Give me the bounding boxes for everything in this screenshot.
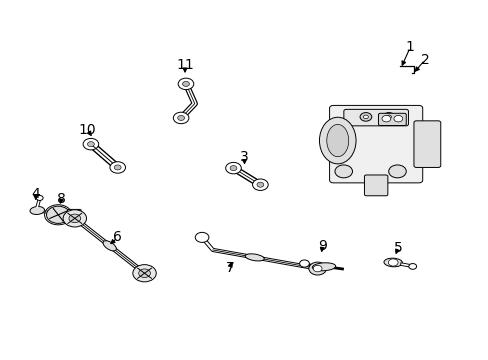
Circle shape — [359, 113, 371, 121]
Text: 9: 9 — [317, 239, 326, 253]
Text: 10: 10 — [79, 123, 96, 137]
Circle shape — [313, 265, 322, 272]
Circle shape — [381, 116, 390, 122]
Circle shape — [46, 206, 70, 224]
Circle shape — [363, 115, 367, 119]
Text: 3: 3 — [240, 150, 248, 164]
Text: 11: 11 — [176, 58, 193, 72]
FancyBboxPatch shape — [413, 121, 440, 167]
FancyBboxPatch shape — [329, 105, 422, 183]
Circle shape — [177, 116, 184, 121]
Text: 1: 1 — [405, 40, 414, 54]
Ellipse shape — [244, 254, 264, 261]
FancyBboxPatch shape — [67, 210, 81, 220]
Circle shape — [387, 259, 397, 266]
Circle shape — [408, 264, 416, 269]
Circle shape — [308, 262, 326, 275]
Text: 7: 7 — [225, 261, 234, 275]
Circle shape — [110, 162, 125, 173]
Circle shape — [225, 162, 241, 174]
Circle shape — [173, 112, 188, 124]
Circle shape — [195, 232, 208, 242]
Circle shape — [386, 115, 390, 119]
Circle shape — [133, 265, 156, 282]
Circle shape — [69, 214, 81, 223]
Circle shape — [178, 78, 193, 90]
Circle shape — [139, 269, 150, 278]
Circle shape — [87, 141, 94, 147]
Circle shape — [36, 195, 43, 201]
Text: 8: 8 — [57, 192, 66, 206]
Circle shape — [393, 116, 402, 122]
Ellipse shape — [326, 125, 348, 157]
Circle shape — [63, 210, 86, 227]
Circle shape — [299, 260, 309, 267]
Circle shape — [230, 166, 236, 171]
Text: 2: 2 — [420, 53, 428, 67]
FancyBboxPatch shape — [343, 109, 407, 126]
FancyBboxPatch shape — [364, 175, 387, 196]
Ellipse shape — [319, 117, 355, 164]
Ellipse shape — [103, 241, 116, 251]
Circle shape — [388, 165, 406, 178]
Circle shape — [83, 138, 99, 150]
Circle shape — [257, 182, 263, 187]
Text: 4: 4 — [31, 187, 40, 201]
Circle shape — [114, 165, 121, 170]
Circle shape — [382, 113, 394, 121]
Ellipse shape — [312, 263, 335, 271]
Ellipse shape — [30, 207, 44, 215]
Ellipse shape — [383, 258, 402, 267]
Text: 5: 5 — [393, 241, 402, 255]
Circle shape — [252, 179, 267, 190]
Circle shape — [334, 165, 352, 178]
Text: 6: 6 — [113, 230, 122, 244]
Circle shape — [182, 81, 189, 86]
FancyBboxPatch shape — [378, 113, 406, 126]
